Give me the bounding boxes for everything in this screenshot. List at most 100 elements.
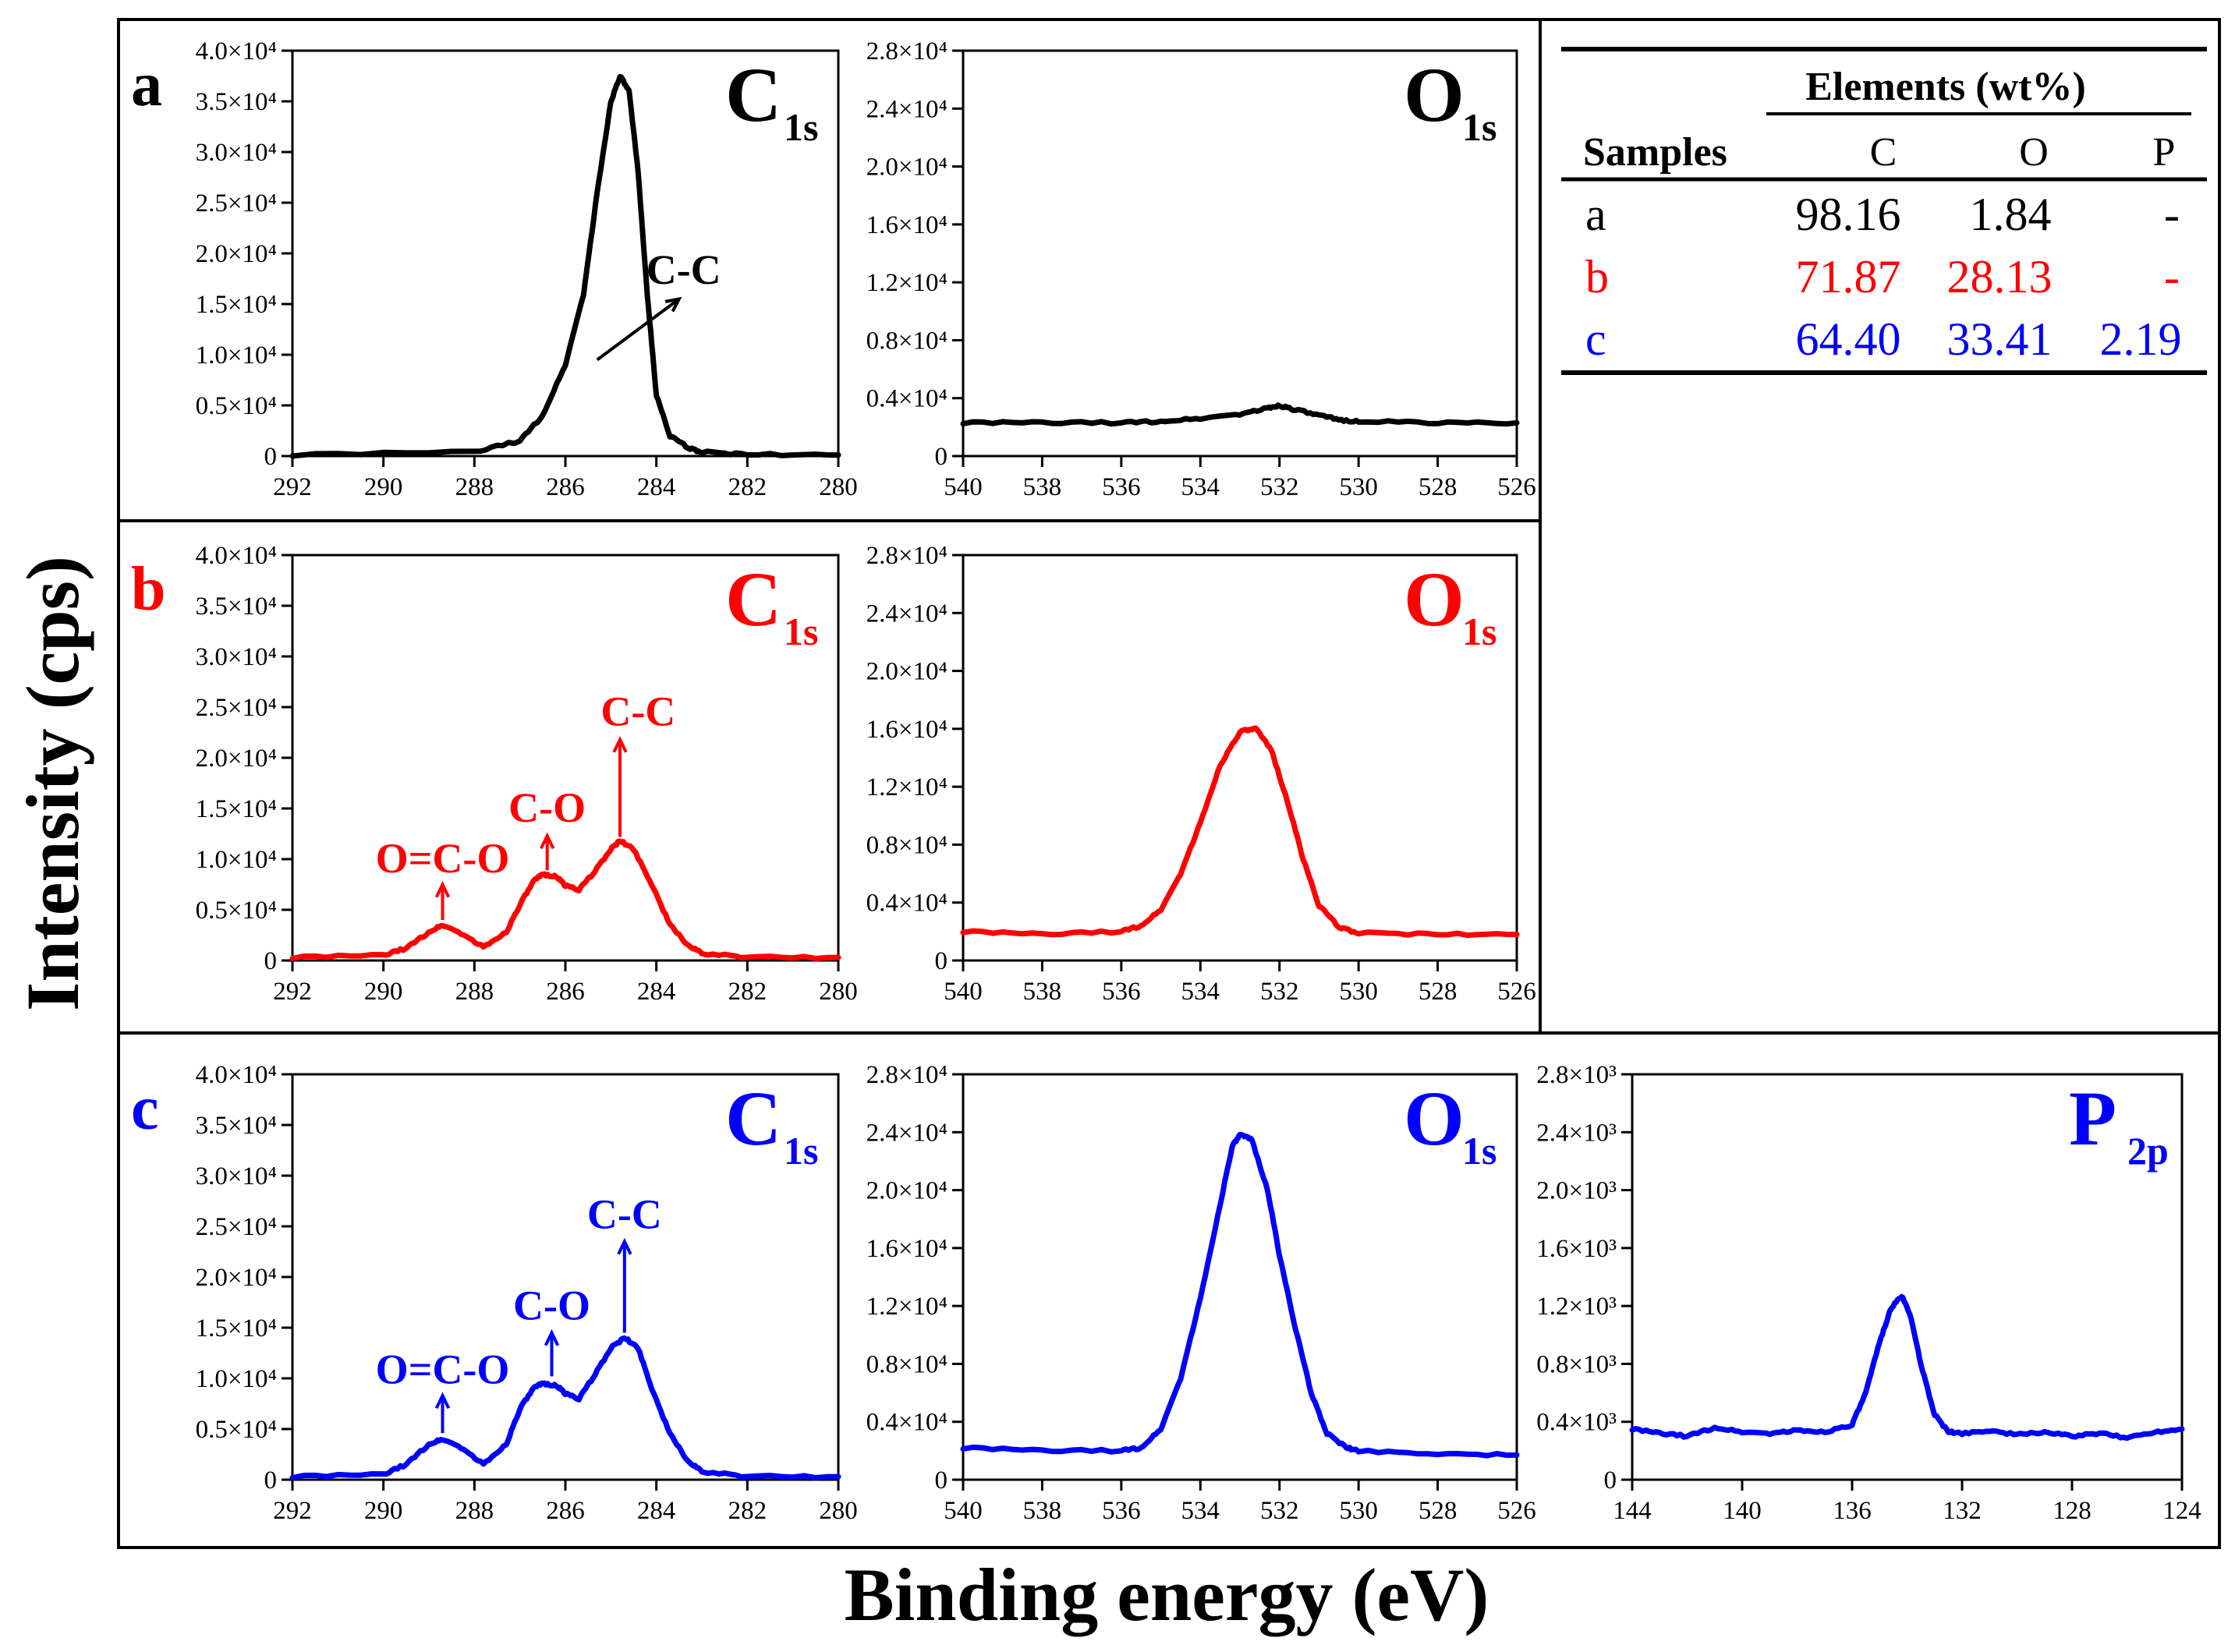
y-tick-label: 0.4×10⁴	[866, 890, 947, 918]
table-col-p: P	[2153, 130, 2176, 175]
annotation-arrowhead	[612, 736, 628, 753]
x-tick-label: 536	[1102, 473, 1141, 501]
table-row-a-o: 1.84	[1970, 189, 2052, 240]
y-tick-label: 2.0×10⁴	[866, 154, 947, 182]
x-tick-label: 536	[1102, 1497, 1141, 1525]
y-tick-label: 2.5×10⁴	[196, 1213, 277, 1241]
x-tick-label: 528	[1419, 473, 1458, 501]
plot-c-O1s: 540 538 536 534 532 530 528 526 0 0.4×10⁴ 0.8×10⁴ 1…	[866, 1061, 1536, 1525]
y-tick-label: 2.4×10⁴	[866, 95, 947, 123]
panel-title-subscript: 1s	[1462, 105, 1496, 149]
y-tick-label: 2.0×10³	[1536, 1177, 1617, 1205]
y-tick-label: 1.6×10⁴	[866, 1235, 947, 1263]
plot-axes-box	[962, 554, 1518, 962]
x-tick-label: 526	[1497, 473, 1536, 501]
x-tick-label: 286	[546, 978, 585, 1006]
x-tick-label: 124	[2162, 1497, 2201, 1525]
panel-title-subscript: 2p	[2127, 1129, 2169, 1173]
x-tick-label: 528	[1419, 1497, 1458, 1525]
y-tick-label: 4.0×10⁴	[196, 37, 277, 65]
y-tick-label: 1.0×10⁴	[196, 341, 277, 370]
annotation-arrowhead	[540, 832, 555, 850]
table-row-a-sample: a	[1585, 189, 1606, 240]
y-tick-label: 0	[264, 443, 278, 471]
table-col-c: C	[1870, 130, 1897, 175]
x-tick-label: 282	[728, 473, 767, 501]
x-tick-label: 290	[364, 1497, 403, 1525]
annotation-arrowhead	[544, 1328, 560, 1346]
y-tick-label: 2.8×10⁴	[866, 542, 947, 570]
table-row-a-p: -	[2164, 189, 2180, 240]
x-axis-label: Binding energy (eV)	[845, 1553, 1489, 1636]
table-row-b-c: 71.87	[1796, 251, 1901, 302]
x-tick-label: 280	[819, 473, 858, 501]
x-tick-label: 540	[944, 473, 983, 501]
x-tick-label: 282	[728, 978, 767, 1006]
table-row-c-sample: c	[1585, 313, 1606, 365]
annotation-arrowhead	[434, 1392, 451, 1410]
y-tick-label: 0.8×10³	[1536, 1350, 1617, 1378]
y-tick-label: 1.0×10⁴	[196, 846, 277, 874]
plot-axes-box	[962, 49, 1518, 458]
table-row-c-o: 33.41	[1947, 313, 2053, 365]
panel-title: O	[1404, 1075, 1465, 1162]
x-tick-label: 128	[2053, 1497, 2092, 1525]
series-line-c	[289, 1335, 841, 1480]
y-tick-label: 0	[935, 947, 948, 975]
y-tick-label: 0.4×10⁴	[866, 1409, 947, 1437]
x-tick-label: 284	[637, 978, 676, 1006]
annotation-arrowhead	[617, 1237, 632, 1255]
y-tick-label: 2.8×10⁴	[866, 37, 947, 65]
x-tick-label: 290	[364, 978, 403, 1006]
x-tick-label: 530	[1339, 1497, 1378, 1525]
panel-title: O	[1404, 51, 1465, 138]
y-tick-label: 2.0×10⁴	[866, 1177, 947, 1205]
annotation-label: C-O	[508, 784, 586, 831]
y-tick-label: 4.0×10⁴	[196, 542, 277, 570]
x-tick-label: 526	[1497, 978, 1536, 1006]
plot-b-C1s: 292 290 288 286 284 282 280 0 0.5×10⁴ 1.0×10⁴ 1.5×…	[131, 542, 858, 1006]
y-tick-label: 3.0×10⁴	[196, 643, 277, 671]
plot-axes-box	[1631, 1073, 2184, 1481]
y-tick-label: 2.5×10⁴	[196, 694, 277, 722]
y-tick-label: 4.0×10⁴	[196, 1061, 277, 1089]
y-tick-label: 3.5×10⁴	[196, 593, 277, 621]
table-group-header: Elements (wt%)	[1805, 65, 2086, 109]
x-tick-label: 144	[1613, 1497, 1652, 1525]
y-tick-label: 3.0×10⁴	[196, 1162, 277, 1190]
table-row-b-sample: b	[1585, 251, 1609, 302]
x-tick-label: 532	[1260, 473, 1299, 501]
table-row-b-o: 28.13	[1947, 251, 2053, 302]
y-tick-label: 0.4×10³	[1536, 1409, 1617, 1437]
panel-title-subscript: 1s	[1462, 610, 1496, 653]
x-tick-label: 534	[1181, 978, 1220, 1006]
x-tick-label: 292	[273, 1497, 312, 1525]
table-row-c-p: 2.19	[2100, 313, 2182, 365]
x-tick-label: 530	[1339, 978, 1378, 1006]
x-tick-label: 530	[1339, 473, 1378, 501]
frame-outer	[117, 18, 2221, 1549]
annotation-arrowhead	[434, 880, 451, 898]
series-line-a	[289, 73, 841, 459]
table-samples-header: Samples	[1583, 130, 1727, 175]
x-tick-label: 538	[1023, 1497, 1062, 1525]
composition-table: Elements (wt%) Samples C O P a 98.16 1.8…	[1561, 47, 2207, 375]
y-tick-label: 1.0×10⁴	[196, 1365, 277, 1393]
y-tick-label: 2.4×10⁴	[866, 1119, 947, 1147]
x-tick-label: 534	[1181, 473, 1220, 501]
y-tick-label: 0	[264, 1466, 278, 1495]
x-tick-label: 280	[819, 1497, 858, 1525]
panel-title-subscript: 1s	[784, 1129, 818, 1173]
x-tick-label: 288	[455, 978, 494, 1006]
x-tick-label: 534	[1181, 1497, 1220, 1525]
table-row-b-p: -	[2164, 251, 2180, 302]
x-tick-label: 532	[1260, 1497, 1299, 1525]
panel-title: C	[725, 51, 781, 138]
series-line-c	[960, 1131, 1520, 1459]
y-axis-label: Intensity (cps)	[11, 556, 94, 1011]
series-line-a	[960, 402, 1520, 427]
table-row-c-c: 64.40	[1796, 313, 1901, 365]
plot-c-P2p: 144 140 136 132 128 124 0 0.4×10³ 0.8×10³ 1.2×10³…	[1536, 1061, 2201, 1525]
x-tick-label: 538	[1023, 473, 1062, 501]
x-tick-label: 288	[455, 473, 494, 501]
